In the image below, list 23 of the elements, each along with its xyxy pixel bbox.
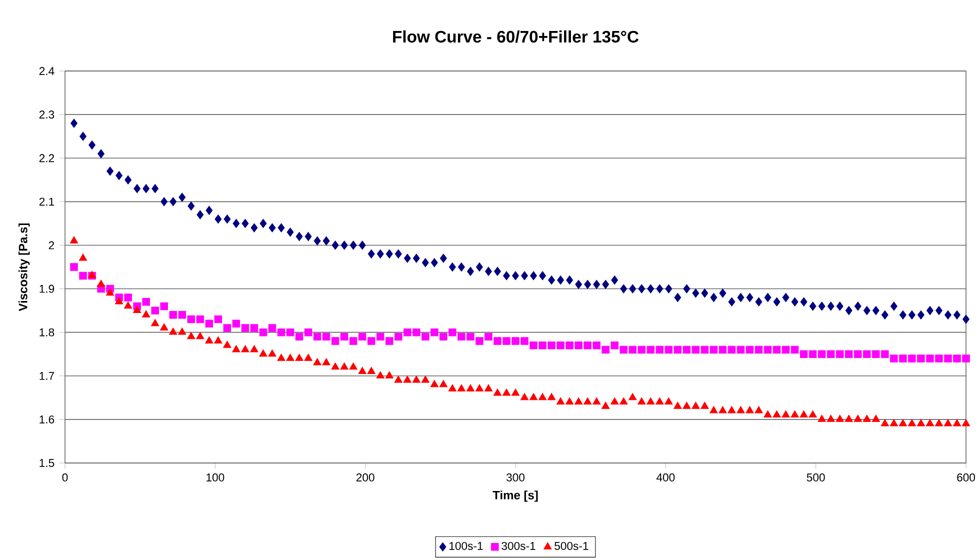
chart-title: Flow Curve - 60/70+Filler 135°C (393, 30, 639, 43)
x-tick-label: 600 (957, 473, 976, 482)
legend-label: 300s-1 (502, 542, 536, 550)
y-tick-label: 2 (48, 241, 54, 250)
x-tick-label: 500 (806, 473, 825, 482)
y-tick-label: 1.8 (40, 328, 54, 336)
x-tick-label: 300 (506, 473, 525, 482)
x-tick-label: 400 (656, 473, 675, 482)
y-axis-title: Viscosity [Pa.s] (18, 223, 30, 312)
y-tick-label: 2.2 (39, 154, 54, 162)
x-tick-label: 100 (206, 473, 224, 482)
legend-label: 500s-1 (554, 542, 588, 550)
y-tick-label: 2.3 (39, 110, 54, 119)
y-tick-label: 1.9 (40, 284, 54, 293)
y-tick-label: 1.7 (40, 372, 54, 380)
y-tick-label: 2.1 (39, 198, 54, 206)
legend-label: 100s-1 (450, 542, 483, 550)
y-tick-label: 1.5 (40, 459, 54, 467)
y-tick-label: 1.6 (40, 415, 54, 424)
x-tick-label: 200 (356, 473, 374, 482)
x-tick-label: 0 (62, 473, 68, 482)
x-axis-title: Time [s] (492, 490, 538, 502)
y-tick-label: 2.4 (39, 67, 54, 75)
